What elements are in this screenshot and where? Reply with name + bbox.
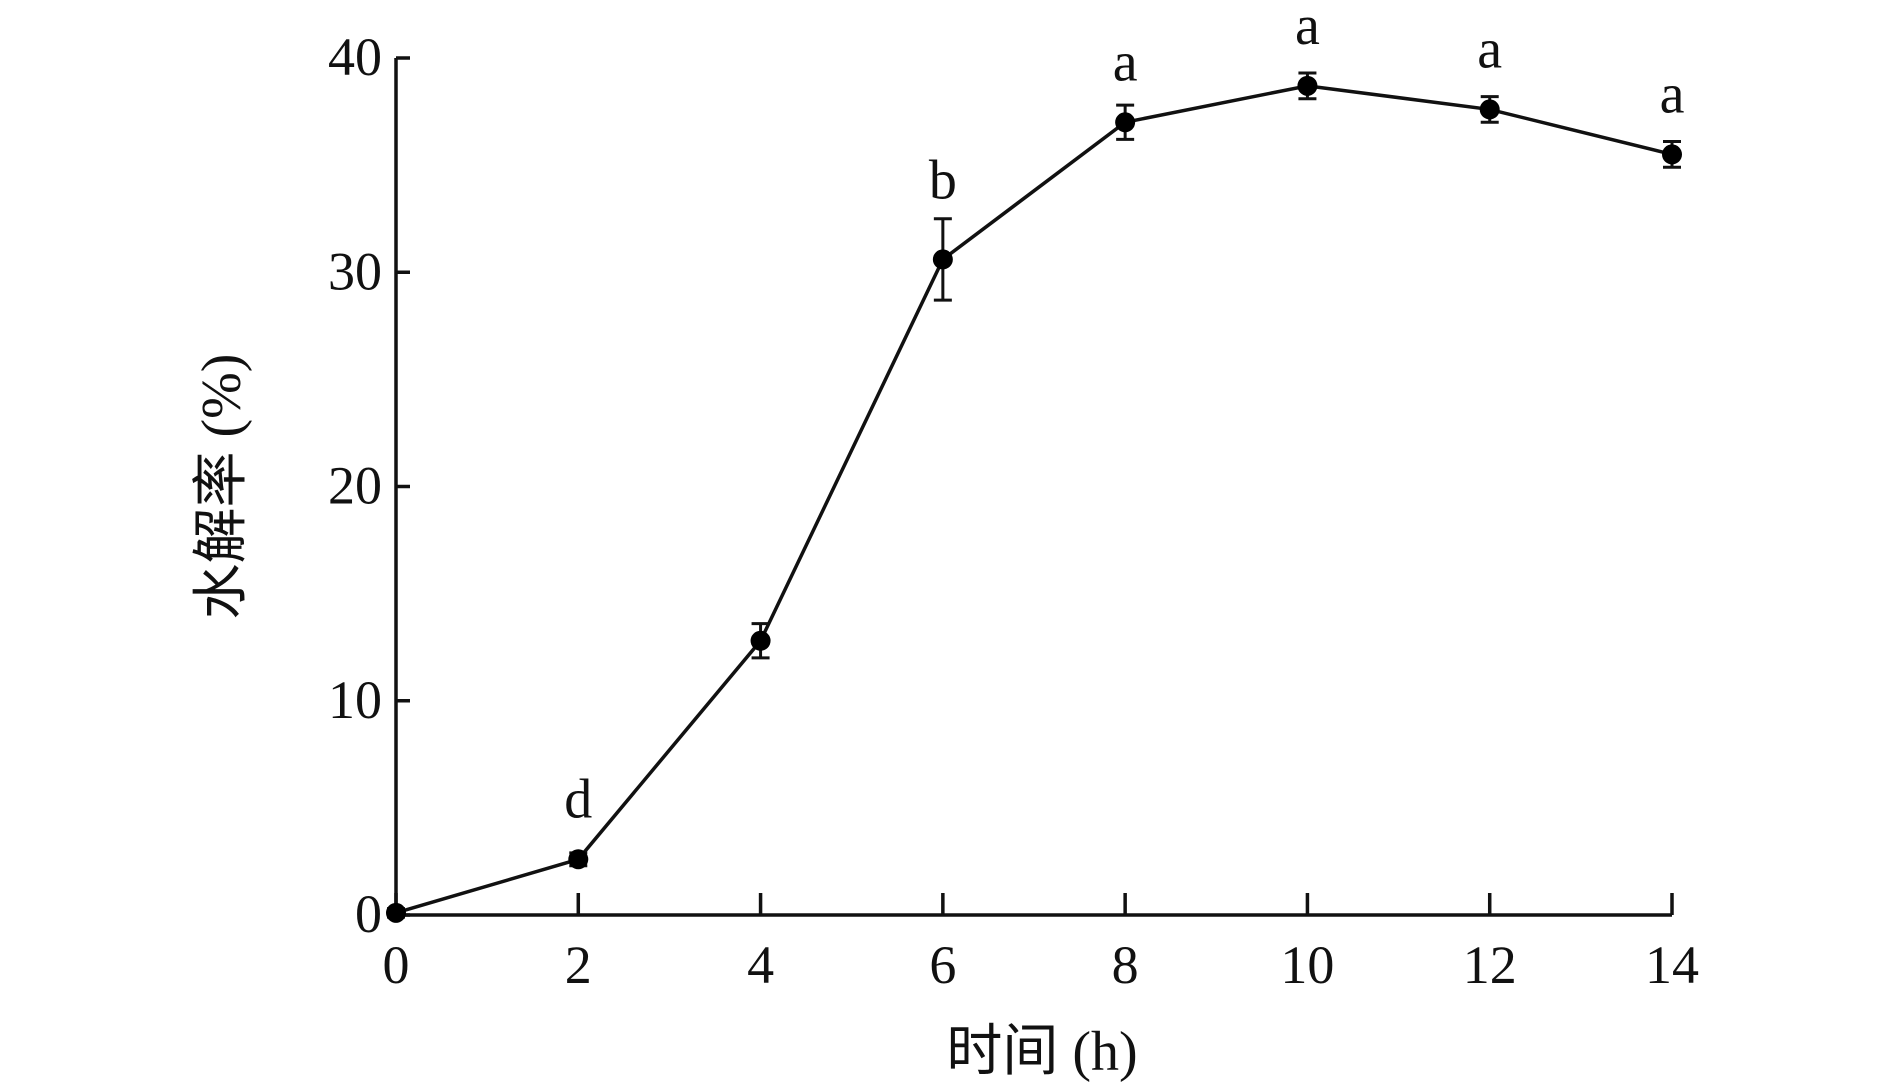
ticks: 0 10 20 30 40 0 2 4 6 8 10 12 14 bbox=[328, 27, 1699, 995]
x-tick-label: 8 bbox=[1112, 935, 1139, 995]
y-tick-label: 0 bbox=[355, 884, 382, 944]
data-point bbox=[932, 249, 953, 270]
y-axis-title: 水解率 (%) bbox=[191, 354, 253, 620]
x-tick-label: 2 bbox=[565, 935, 592, 995]
data-point bbox=[1115, 112, 1136, 133]
data-point bbox=[1662, 144, 1682, 165]
significance-label: a bbox=[1477, 18, 1502, 80]
x-tick-label: 10 bbox=[1280, 935, 1334, 995]
significance-label: a bbox=[1113, 31, 1138, 93]
y-tick-label: 10 bbox=[328, 670, 382, 730]
significance-label: a bbox=[1295, 0, 1320, 57]
data-point bbox=[568, 849, 589, 870]
x-tick-label: 6 bbox=[929, 935, 956, 995]
x-axis-title: 时间 (h) bbox=[946, 1021, 1137, 1083]
labels: 时间 (h) 水解率 (%) d b a a a a bbox=[191, 0, 1685, 1083]
x-tick-label: 12 bbox=[1463, 935, 1517, 995]
x-tick-label: 4 bbox=[747, 935, 774, 995]
y-tick-label: 40 bbox=[328, 27, 382, 87]
data-point bbox=[750, 630, 771, 651]
data-point bbox=[386, 902, 406, 923]
significance-label: d bbox=[564, 768, 592, 830]
significance-label: b bbox=[929, 150, 957, 212]
significance-label: a bbox=[1660, 63, 1685, 125]
x-tick-label: 0 bbox=[383, 935, 410, 995]
x-tick-label: 14 bbox=[1645, 935, 1699, 995]
data-point bbox=[1297, 75, 1318, 96]
y-tick-label: 20 bbox=[328, 456, 382, 516]
series-line bbox=[395, 84, 1673, 915]
y-tick-label: 30 bbox=[328, 241, 382, 301]
data-point bbox=[1479, 99, 1500, 120]
series bbox=[386, 71, 1682, 923]
